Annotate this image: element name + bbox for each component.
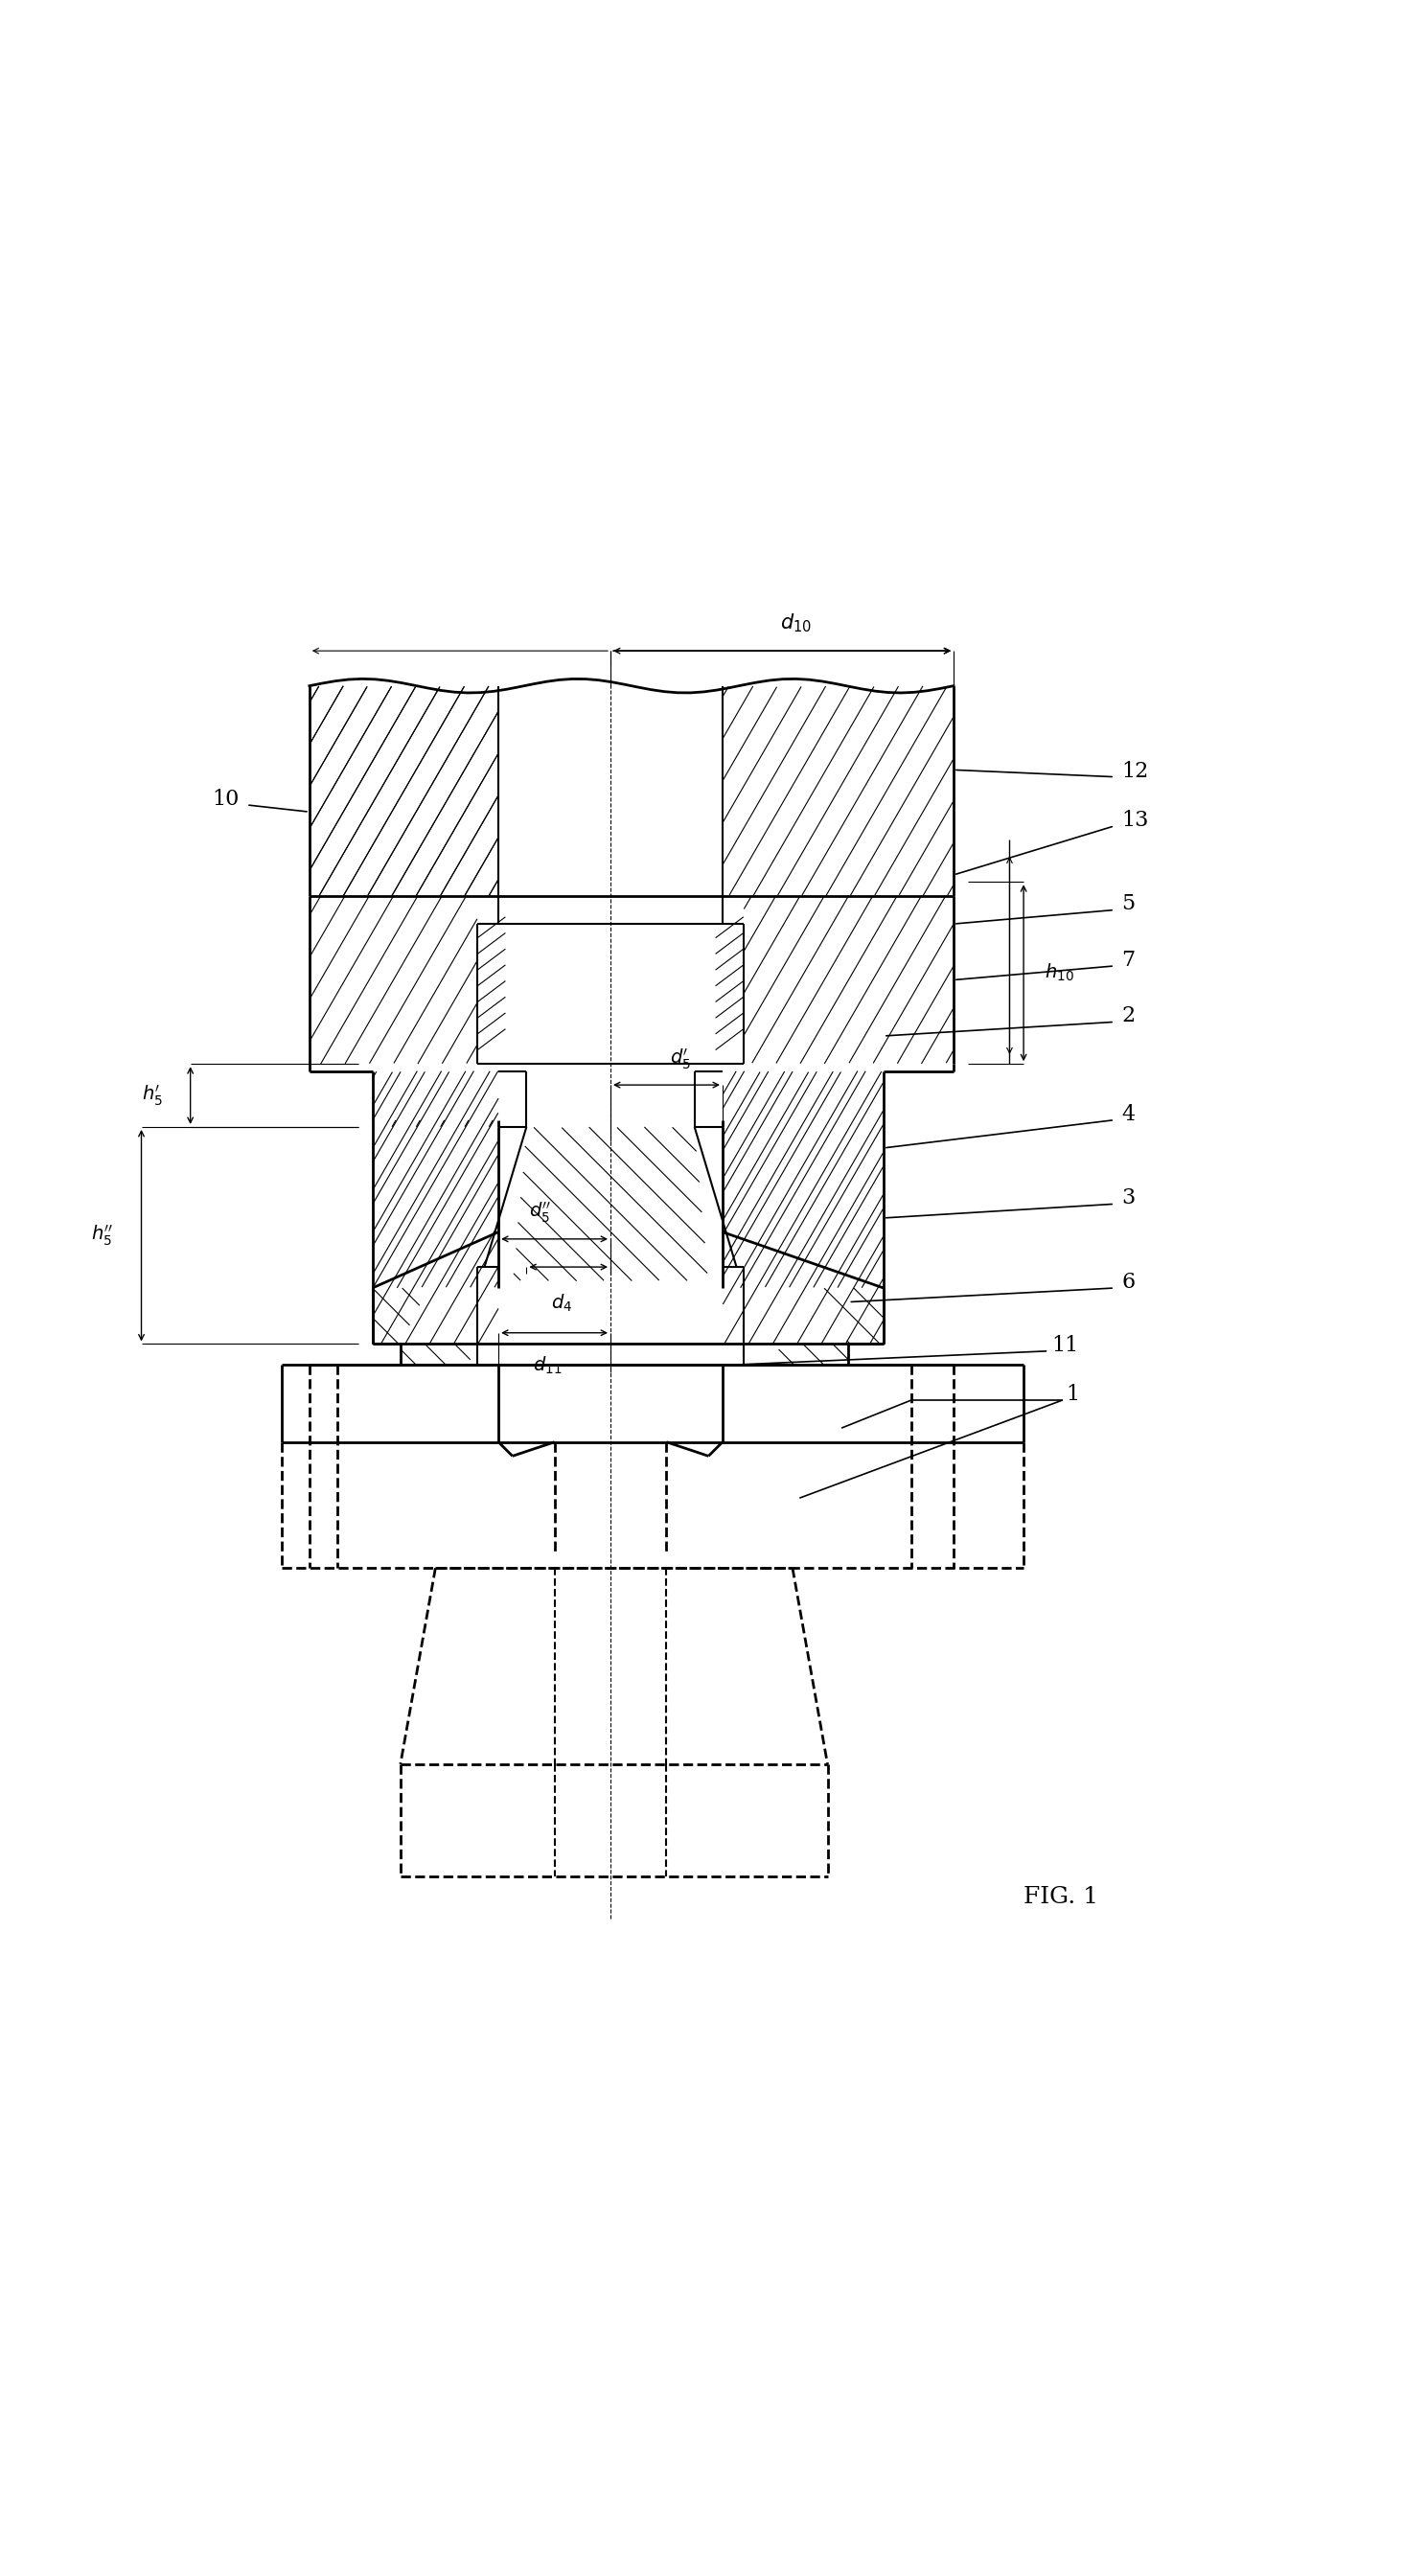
Text: 1: 1 <box>1066 1383 1079 1404</box>
Text: 12: 12 <box>1121 760 1149 781</box>
Text: 4: 4 <box>1121 1103 1135 1126</box>
Text: FIG. 1: FIG. 1 <box>1024 1886 1099 1909</box>
Text: $d_4$: $d_4$ <box>551 1293 572 1314</box>
Text: $h_5'$: $h_5'$ <box>142 1084 163 1108</box>
Text: 3: 3 <box>1121 1188 1135 1208</box>
Text: $h_{10}$: $h_{10}$ <box>1045 963 1075 984</box>
Text: 10: 10 <box>212 788 240 809</box>
Text: 13: 13 <box>1121 809 1149 829</box>
Text: 6: 6 <box>1121 1273 1135 1293</box>
Text: 7: 7 <box>1121 951 1135 971</box>
Text: $d_{10}$: $d_{10}$ <box>780 611 812 634</box>
Text: $d_5''$: $d_5''$ <box>529 1200 551 1226</box>
Text: 11: 11 <box>1052 1334 1079 1355</box>
Text: 5: 5 <box>1121 894 1135 914</box>
Text: $d_5'$: $d_5'$ <box>671 1046 692 1072</box>
Text: $h_5''$: $h_5''$ <box>91 1224 114 1247</box>
Text: 2: 2 <box>1121 1005 1135 1028</box>
Text: $d_{11}$: $d_{11}$ <box>533 1355 563 1376</box>
